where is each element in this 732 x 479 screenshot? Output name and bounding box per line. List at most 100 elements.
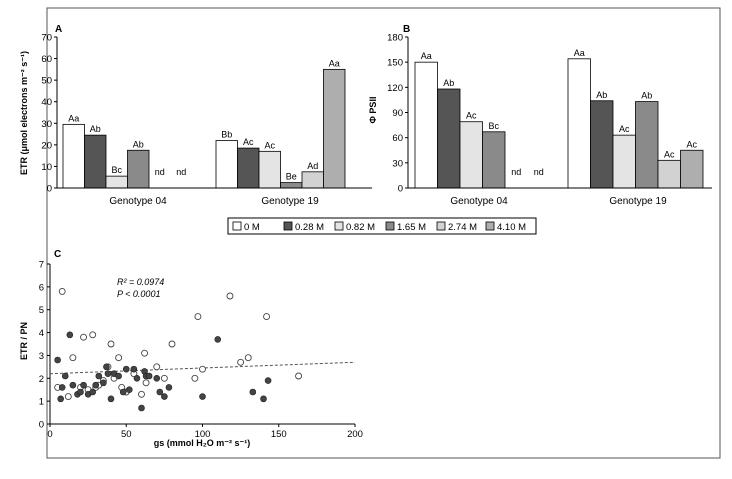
bar-label: Ab — [596, 90, 607, 100]
panel-a-label: A — [55, 24, 62, 35]
filled-point — [161, 393, 168, 400]
filled-point — [95, 372, 103, 380]
bar — [459, 121, 483, 189]
y-tick-label: 60 — [392, 133, 403, 144]
y-tick-label: 6 — [39, 282, 44, 293]
filled-point — [104, 370, 112, 378]
y-tick-label: 3 — [39, 351, 44, 362]
panel-b-y-ticks: 0 30 60 90 120 150 180 — [387, 33, 408, 195]
bar — [215, 140, 238, 189]
open-point — [142, 379, 150, 387]
y-tick-label: 20 — [41, 140, 52, 151]
filled-point — [260, 395, 267, 403]
bar — [258, 150, 281, 189]
bar-label: Bb — [221, 130, 232, 140]
filled-point — [130, 365, 138, 373]
panel-c: C ETR / PN gs (mmol H₂O m⁻² s⁻¹) R² = 0.… — [19, 249, 363, 448]
bar-label: Ac — [619, 124, 630, 134]
open-point — [64, 393, 72, 401]
legend-label: 1.65 M — [397, 222, 426, 233]
filled-point — [66, 331, 74, 339]
filled-point — [77, 388, 84, 396]
legend-swatch — [385, 221, 395, 231]
bar — [62, 123, 85, 189]
bar-label: nd — [155, 167, 165, 177]
panel-a-bar-labels: Aa Ab Bc Ab nd nd Bb Ac Ac Be Ad Aa — [68, 58, 340, 181]
bar-label: Aa — [329, 58, 340, 68]
bar-label: Ac — [664, 149, 675, 159]
bar-label: Bc — [111, 165, 122, 175]
bar — [414, 61, 438, 189]
y-tick-label: 30 — [41, 119, 52, 130]
bar — [635, 101, 659, 189]
legend-swatch — [334, 221, 344, 231]
bar-label: Be — [286, 172, 297, 182]
x-tick-label: 50 — [121, 429, 132, 440]
bar — [127, 149, 150, 189]
panel-b-ylabel: Φ PSII — [368, 97, 378, 124]
x-tick-label: 0 — [47, 429, 52, 440]
panel-b-bars — [414, 58, 704, 189]
bar — [301, 171, 324, 189]
panel-c-xlabel: gs (mmol H₂O m⁻² s⁻¹) — [154, 438, 251, 448]
legend-label: 0.28 M — [295, 222, 324, 233]
panel-c-ticks: 0 1 2 3 4 5 6 7 0 50 100 150 200 — [39, 260, 363, 441]
filled-point — [264, 377, 272, 384]
bar — [437, 88, 461, 189]
filled-point — [122, 365, 130, 373]
open-point — [194, 313, 202, 321]
bar-label: Ac — [686, 139, 697, 149]
y-tick-label: 30 — [392, 158, 403, 169]
open-point — [69, 354, 77, 362]
y-tick-label: 40 — [41, 97, 52, 108]
legend-swatch — [436, 221, 446, 231]
open-point — [153, 363, 161, 371]
y-tick-label: 10 — [41, 162, 52, 173]
filled-point — [119, 388, 127, 396]
open-point — [263, 313, 270, 321]
bar — [567, 58, 591, 189]
filled-point — [133, 374, 141, 382]
bar-label: nd — [534, 167, 544, 177]
bar-label: Ac — [264, 140, 275, 150]
bar — [590, 100, 614, 189]
panel-b-category-04: Genotype 04 — [450, 196, 508, 207]
y-tick-label: 60 — [41, 54, 52, 65]
legend-swatch — [232, 221, 242, 231]
y-tick-label: 1 — [39, 397, 44, 408]
bar-label: Ac — [243, 137, 254, 147]
p-value-annotation: P < 0.0001 — [117, 289, 160, 299]
open-point — [295, 372, 303, 380]
figure-border — [46, 7, 721, 459]
bar-label: Ab — [641, 91, 652, 101]
bar — [84, 134, 107, 189]
y-tick-label: 150 — [387, 58, 403, 69]
x-tick-label: 150 — [271, 429, 287, 440]
panel-a-y-ticks: 0 10 20 30 40 50 60 70 — [41, 33, 57, 195]
open-point — [89, 331, 97, 339]
filled-point — [89, 388, 96, 396]
filled-point — [100, 379, 107, 387]
bar-label: nd — [511, 167, 521, 177]
panel-c-ylabel: ETR / PN — [19, 322, 29, 360]
filled-point — [107, 395, 115, 403]
bar — [482, 131, 506, 189]
bar-label: nd — [176, 167, 186, 177]
filled-point — [153, 374, 161, 382]
bar — [323, 68, 346, 189]
filled-point — [249, 388, 257, 396]
panel-c-points — [54, 287, 303, 412]
filled-point — [145, 372, 153, 380]
filled-point — [126, 386, 133, 394]
filled-point — [54, 356, 61, 364]
y-tick-label: 7 — [39, 260, 44, 271]
x-tick-label: 100 — [195, 429, 211, 440]
y-tick-label: 0 — [47, 184, 52, 195]
panel-a: A ETR (μmol electrons m⁻² s⁻¹) 0 10 20 30 40… — [19, 24, 372, 207]
open-point — [168, 340, 176, 348]
panel-b-bar-labels: Aa Ab Ac Bc nd nd Aa Ab Ac Ab Ac Ac — [421, 48, 698, 177]
panel-a-category-19: Genotype 19 — [261, 196, 319, 207]
filled-point — [115, 372, 122, 380]
open-point — [160, 374, 168, 382]
